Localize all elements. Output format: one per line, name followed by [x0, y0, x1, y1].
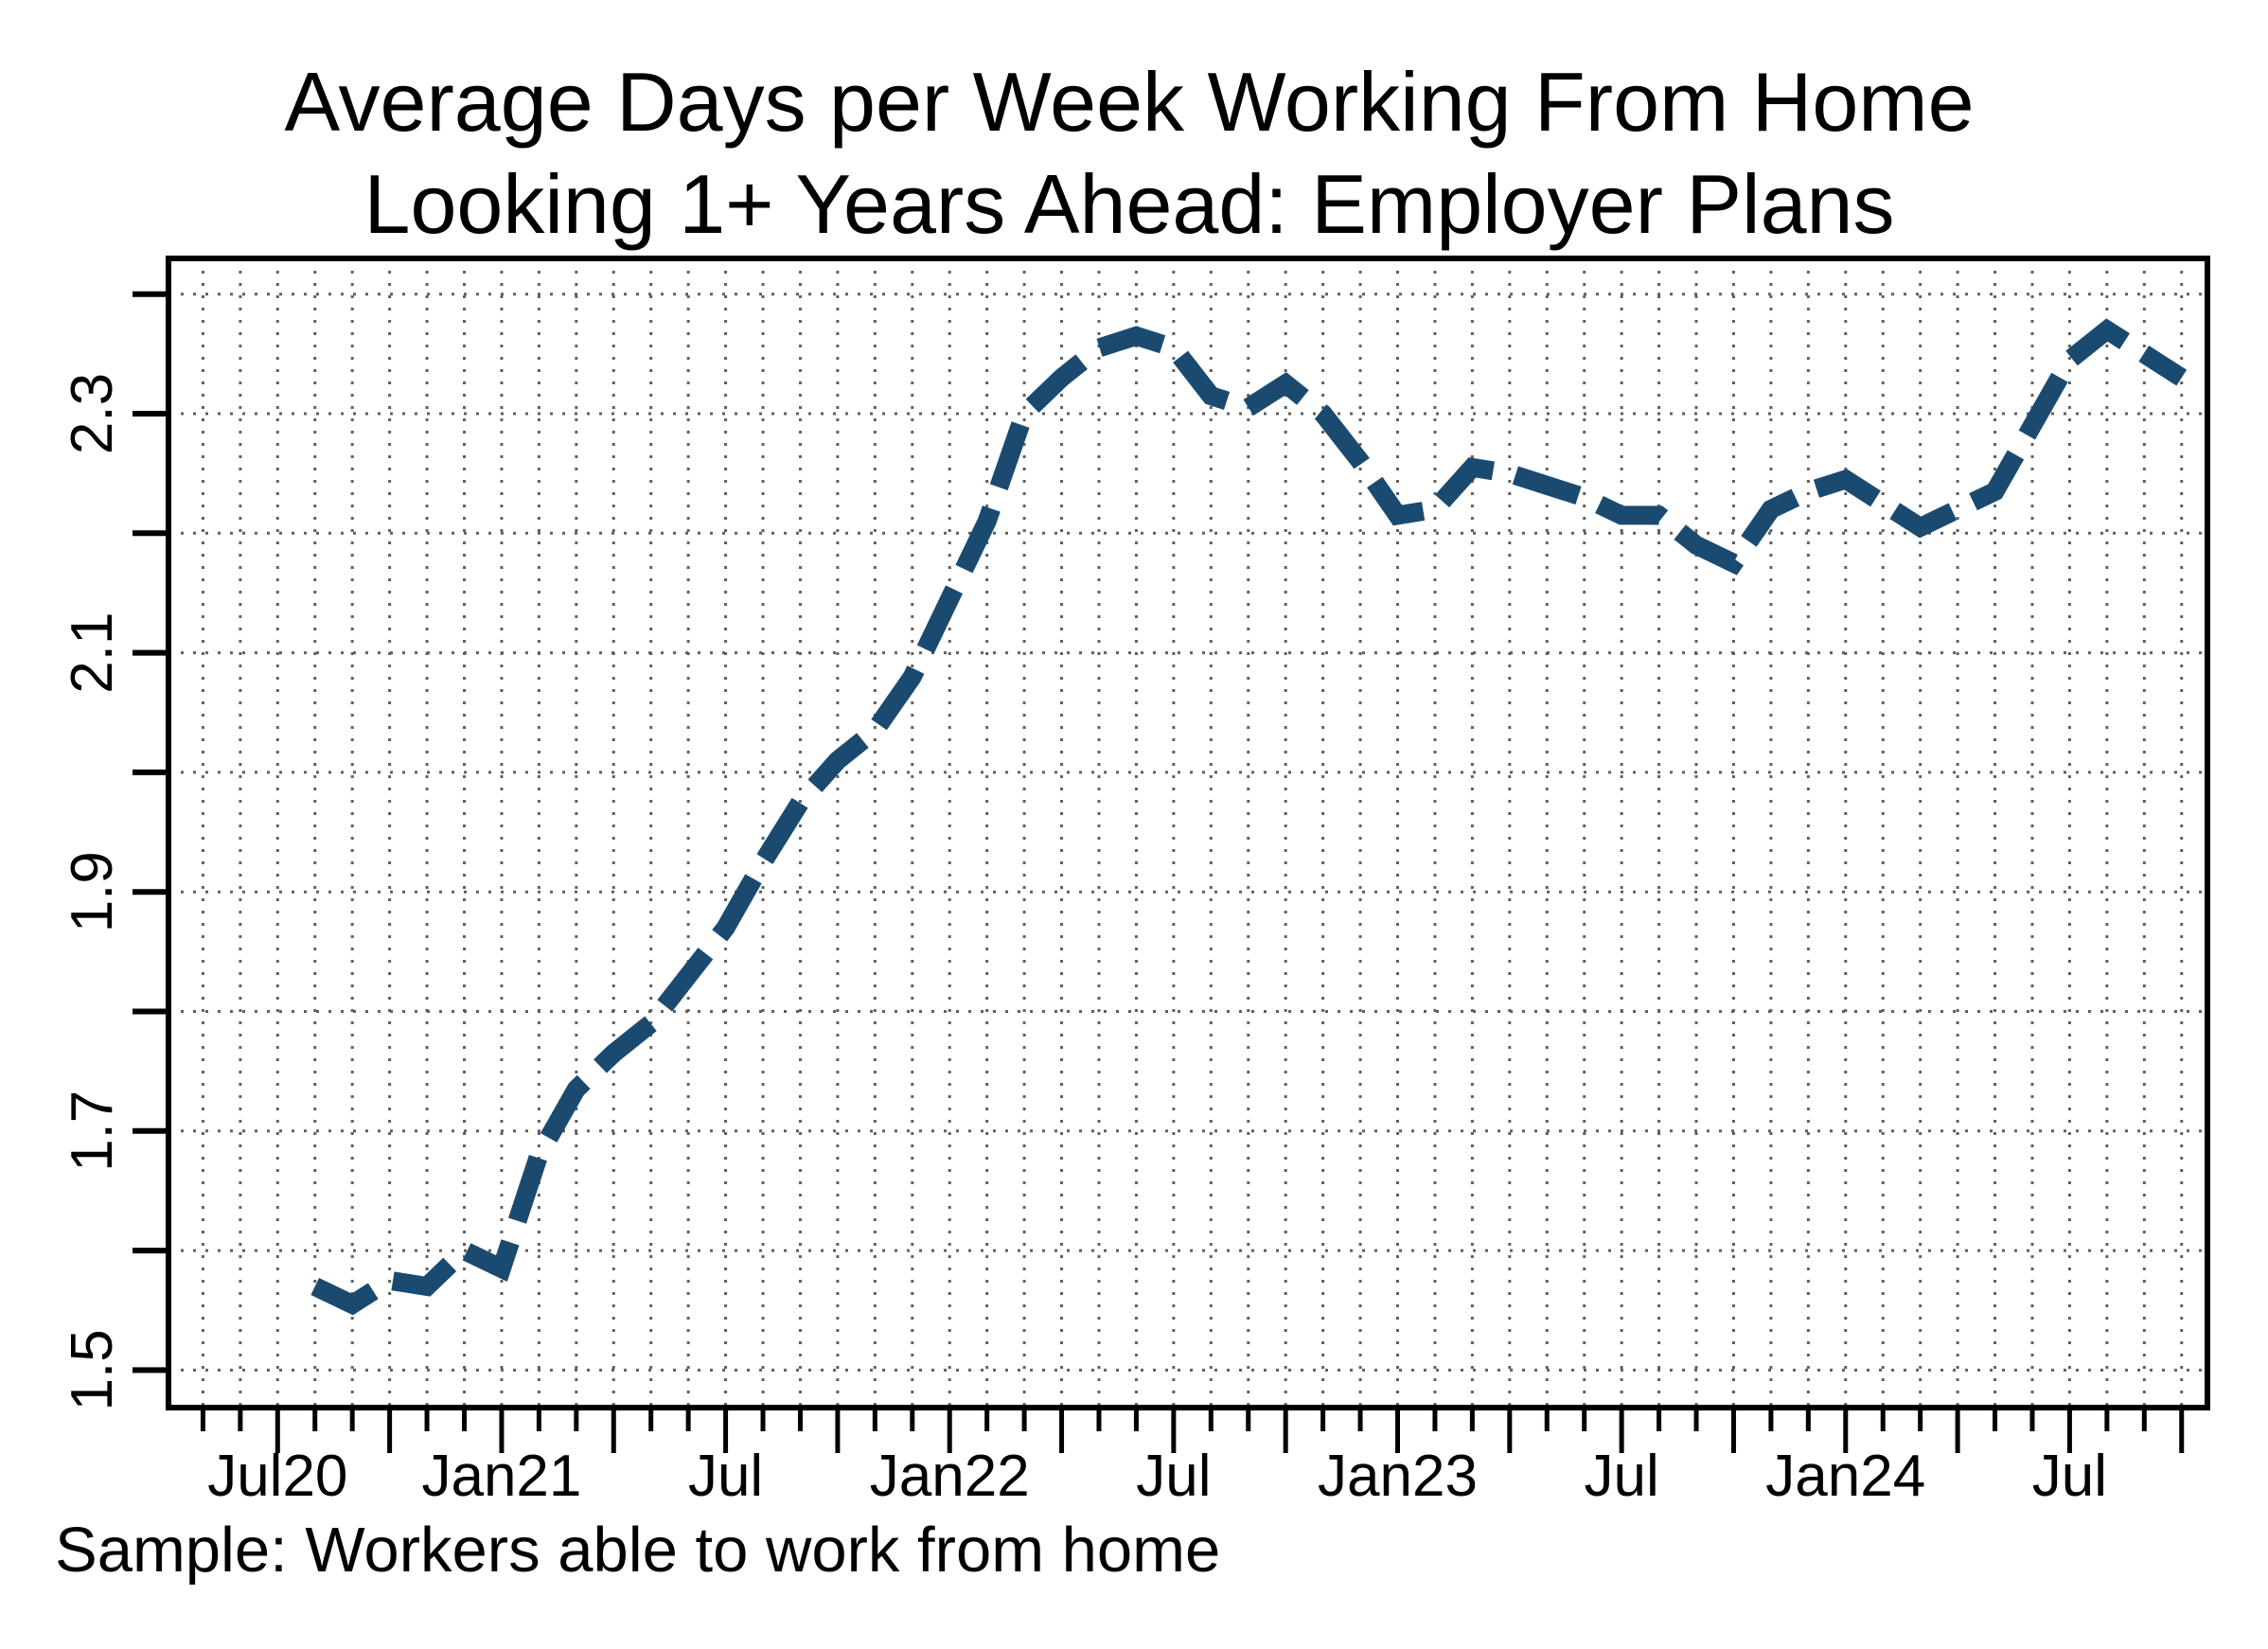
axis-layer: 1.5 1.7 1.9 2.1 2.3 Jul20 Jan21 Jul Jan22 Jul Jan2… [60, 291, 2185, 1509]
x-axis-label: Jul [688, 1444, 763, 1509]
chart-title-line2: Looking 1+ Years Ahead: Employer Plans [364, 157, 1895, 251]
plot-frame [166, 256, 2210, 1410]
y-axis-label: 1.5 [60, 1329, 125, 1410]
chart-title-line1: Average Days per Week Working From Home [284, 55, 1974, 149]
grid-layer [168, 258, 2207, 1408]
x-axis-label: Jul [1136, 1444, 1211, 1509]
data-line-layer [310, 318, 2188, 1316]
x-axis-label: Jan24 [1765, 1444, 1925, 1509]
y-axis-label: 2.3 [60, 373, 125, 454]
x-axis-label: Jul [1585, 1444, 1659, 1509]
x-axis-label: Jan23 [1318, 1444, 1478, 1509]
x-axis-label: Jul20 [207, 1444, 347, 1509]
y-axis-label: 1.7 [60, 1090, 125, 1172]
y-axis-label: 2.1 [60, 612, 125, 693]
x-axis-label: Jul [2032, 1444, 2107, 1509]
wfh-plans-series-line [310, 318, 2188, 1316]
sample-footnote: Sample: Workers able to work from home [55, 1515, 1220, 1586]
y-axis-label: 1.9 [60, 851, 125, 932]
x-axis-label: Jan22 [870, 1444, 1030, 1509]
x-axis-label: Jan21 [421, 1444, 581, 1509]
